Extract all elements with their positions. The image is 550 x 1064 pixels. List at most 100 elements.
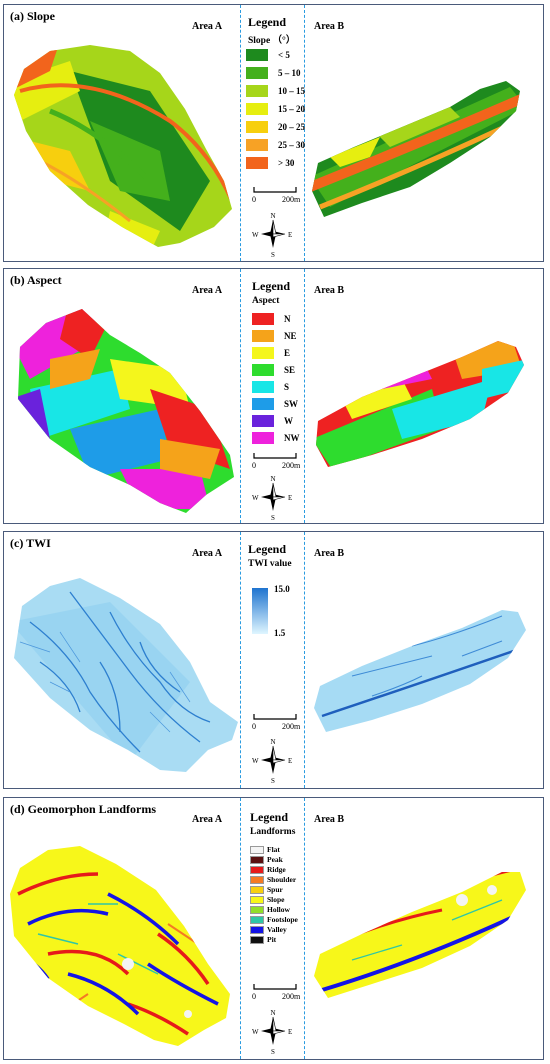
twi-min-label: 1.5 — [274, 628, 286, 638]
landforms-area-b-label: Area B — [314, 814, 345, 825]
landforms-legend-item: Ridge — [250, 865, 286, 874]
landforms-legend-item: Footslope — [250, 915, 298, 924]
slope-legend-item: 10 – 15 — [246, 85, 305, 97]
aspect-divider-right — [304, 269, 305, 523]
aspect-legend-item: E — [252, 347, 290, 359]
slope-area-a-label: Area A — [192, 21, 223, 32]
aspect-legend-subtitle: Aspect — [252, 296, 280, 306]
landforms-legend-swatch — [250, 845, 264, 854]
svg-text:S: S — [271, 777, 275, 784]
twi-max-label: 15.0 — [274, 584, 290, 594]
slope-legend-swatch — [246, 157, 268, 169]
twi-scale-bar: 0 200m — [252, 714, 301, 731]
aspect-map-area-a — [18, 309, 234, 513]
landforms-compass-icon: N S W E — [252, 1009, 292, 1055]
svg-text:W: W — [252, 1028, 259, 1036]
landforms-divider-left — [240, 798, 241, 1059]
twi-divider-right — [304, 532, 305, 788]
aspect-legend-item: W — [252, 415, 293, 427]
aspect-legend-swatch — [252, 347, 274, 359]
aspect-legend-swatch — [252, 415, 274, 427]
slope-panel-title: (a) Slope — [10, 9, 55, 23]
twi-color-ramp — [252, 588, 268, 634]
landforms-legend-swatch — [250, 915, 264, 924]
svg-text:E: E — [288, 231, 292, 239]
aspect-legend-swatch — [252, 381, 274, 393]
svg-text:N: N — [271, 738, 276, 746]
slope-map-area-a — [14, 45, 232, 247]
landforms-panel: (d) Geomorphon Landforms Area A Area B — [3, 797, 544, 1060]
twi-legend-title: Legend — [248, 542, 287, 556]
slope-compass-icon: N S W E — [252, 212, 292, 258]
svg-text:S: S — [271, 251, 275, 258]
aspect-scale-bar: 0 200m — [252, 453, 301, 470]
slope-legend-item: < 5 — [246, 49, 290, 61]
slope-legend-swatch — [246, 139, 268, 151]
aspect-area-a-label: Area A — [192, 285, 223, 296]
aspect-legend-swatch — [252, 330, 274, 342]
landforms-legend-title: Legend — [250, 810, 289, 824]
svg-text:E: E — [288, 494, 292, 502]
aspect-compass-icon: N S W E — [252, 475, 292, 521]
landforms-legend-item: Flat — [250, 845, 280, 854]
aspect-legend-item: SW — [252, 398, 298, 410]
landforms-map-area-b — [314, 872, 526, 998]
twi-map-area-a — [14, 578, 238, 772]
landforms-legend-swatch — [250, 885, 264, 894]
slope-legend-item: > 30 — [246, 157, 294, 169]
slope-legend-title: Legend — [248, 15, 287, 29]
slope-legend-item: 5 – 10 — [246, 67, 301, 79]
slope-area-b-label: Area B — [314, 21, 345, 32]
aspect-legend-swatch — [252, 398, 274, 410]
svg-text:N: N — [271, 1009, 276, 1017]
scale-zero-label: 0 — [252, 195, 256, 204]
twi-map-area-b — [314, 610, 526, 732]
landforms-legend-item: Spur — [250, 885, 283, 894]
landforms-panel-title: (d) Geomorphon Landforms — [10, 802, 157, 816]
svg-text:E: E — [288, 757, 292, 765]
landforms-legend-swatch — [250, 935, 264, 944]
svg-text:0: 0 — [252, 992, 256, 1001]
landforms-legend-swatch — [250, 905, 264, 914]
aspect-legend-item: SE — [252, 364, 295, 376]
svg-text:W: W — [252, 494, 259, 502]
svg-text:S: S — [271, 514, 275, 521]
landforms-map-area-a — [10, 846, 230, 1046]
twi-legend-subtitle: TWI value — [248, 559, 292, 569]
twi-panel-title: (c) TWI — [10, 536, 51, 550]
svg-text:200m: 200m — [282, 461, 301, 470]
slope-legend-subtitle: Slope （°） — [248, 36, 296, 46]
scale-distance-label: 200m — [282, 195, 301, 204]
aspect-legend-item: NW — [252, 432, 300, 444]
slope-legend-item: 15 – 20 — [246, 103, 305, 115]
landforms-legend-swatch — [250, 865, 264, 874]
landforms-legend-item: Slope — [250, 895, 285, 904]
slope-legend-swatch — [246, 121, 268, 133]
twi-compass-icon: N S W E — [252, 738, 292, 784]
svg-text:S: S — [271, 1048, 275, 1055]
aspect-map-area-b — [316, 341, 524, 467]
aspect-area-b-label: Area B — [314, 285, 345, 296]
aspect-legend-item: NE — [252, 330, 297, 342]
landforms-legend-swatch — [250, 925, 264, 934]
aspect-legend-item: N — [252, 313, 291, 325]
aspect-panel: (b) Aspect Area A Area B — [3, 268, 544, 524]
slope-divider-left — [240, 5, 241, 261]
svg-text:W: W — [252, 757, 259, 765]
landforms-legend-subtitle: Landforms — [250, 827, 296, 837]
twi-panel: (c) TWI Area A Area B — [3, 531, 544, 789]
aspect-legend-title: Legend — [252, 279, 291, 293]
slope-scale-bar: 0 200m — [252, 187, 301, 204]
slope-legend-swatch — [246, 67, 268, 79]
landforms-legend-item: Hollow — [250, 905, 290, 914]
twi-area-b-label: Area B — [314, 548, 345, 559]
landforms-legend-swatch — [250, 875, 264, 884]
slope-legend-swatch — [246, 85, 268, 97]
svg-text:W: W — [252, 231, 259, 239]
slope-legend-item: 20 – 25 — [246, 121, 305, 133]
landforms-area-a-label: Area A — [192, 814, 223, 825]
slope-map-area-b — [312, 81, 520, 217]
aspect-legend-swatch — [252, 364, 274, 376]
aspect-legend-swatch — [252, 313, 274, 325]
landforms-scale-bar: 0 200m — [252, 984, 301, 1001]
